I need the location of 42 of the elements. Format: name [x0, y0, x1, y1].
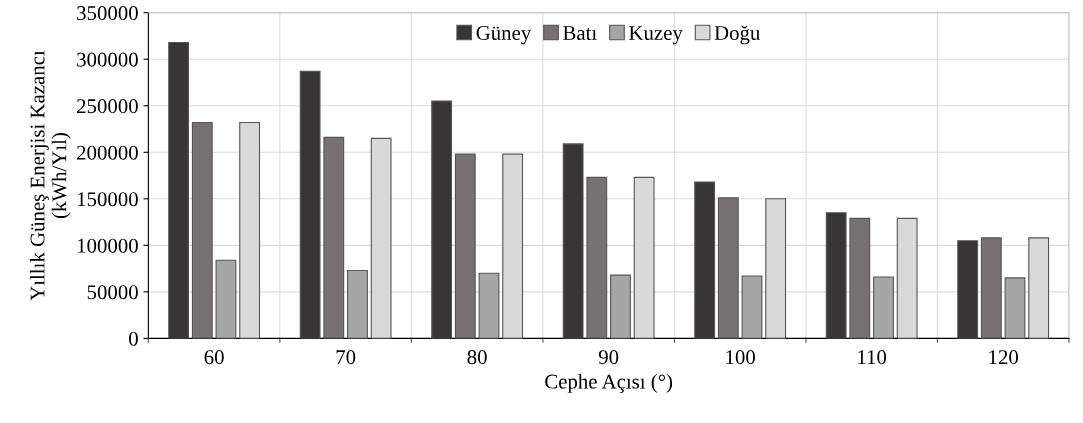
bar	[717, 197, 739, 339]
bar	[741, 275, 763, 339]
bar	[347, 269, 368, 339]
bar	[825, 212, 847, 339]
bar	[694, 181, 716, 339]
bar	[299, 70, 321, 339]
bar	[191, 121, 213, 339]
legend-label: Batı	[563, 26, 597, 40]
bar	[431, 100, 453, 339]
y-tick-label: 50000	[87, 285, 138, 300]
y-tick-label: 0	[129, 331, 138, 346]
y-tick-label: 100000	[77, 238, 138, 253]
x-tick-label: 110	[858, 350, 887, 365]
x-tick-label: 60	[204, 350, 224, 365]
bar	[1004, 277, 1026, 339]
x-tick-label: 80	[467, 350, 487, 365]
legend-label: Güney	[476, 25, 532, 45]
bar	[873, 276, 894, 339]
bar	[562, 143, 584, 339]
y-axis-title: Yıllık Güneş Enerjisi Kazancı (kWh/Yıl)	[29, 50, 71, 301]
y-tick-label: 150000	[77, 192, 138, 207]
bar	[215, 259, 237, 339]
bar	[478, 272, 500, 339]
y-tick-label: 300000	[77, 52, 138, 67]
bar	[610, 274, 631, 339]
legend-label: Doğu	[714, 25, 761, 45]
bar	[849, 217, 871, 339]
bar	[323, 136, 345, 339]
y-tick-label: 250000	[77, 99, 138, 114]
x-tick-label: 70	[336, 350, 356, 365]
x-tick-label: 100	[726, 350, 755, 365]
bar	[454, 153, 476, 339]
bar	[168, 41, 190, 339]
bar	[980, 237, 1002, 339]
y-tick-label: 200000	[77, 145, 138, 160]
x-axis-title: Cephe Açısı (°)	[545, 373, 673, 393]
x-tick-label: 120	[989, 350, 1018, 365]
legend-label: Kuzey	[629, 26, 683, 45]
x-tick-label: 90	[598, 350, 619, 365]
bar	[957, 240, 979, 339]
y-tick-label: 350000	[77, 6, 138, 21]
bar	[586, 176, 608, 339]
